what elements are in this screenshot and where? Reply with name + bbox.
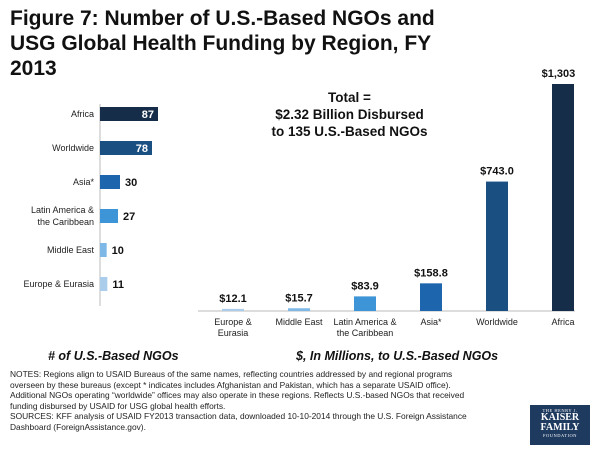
funding-bar-chart: $12.1 Europe & Eurasia $15.7 Middle East $83.… [198, 68, 575, 338]
right-bar-value-label: $1,303.2 [542, 68, 575, 80]
right-category-label: Africa [551, 317, 574, 327]
left-bar [100, 107, 158, 121]
right-bar-value-label: $158.8 [414, 267, 448, 279]
right-category-label: Latin America & the Caribbean [333, 317, 396, 338]
left-bar [100, 141, 152, 155]
left-category-label: Worldwide [52, 143, 94, 153]
total-line-1: Total = [328, 90, 371, 105]
left-bar-value-label: 10 [112, 245, 124, 257]
right-bar [420, 283, 442, 311]
right-category-label: Europe & Eurasia [214, 317, 252, 338]
sources-text: SOURCES: KFF analysis of USAID FY2013 tr… [10, 411, 467, 432]
left-category-label: Asia* [73, 177, 95, 187]
right-chart-caption: $, In Millions, to U.S.-Based NGOs [296, 349, 499, 363]
right-category-label: Asia* [420, 317, 442, 327]
right-bar [222, 308, 244, 311]
left-bar-value-label: 87 [142, 109, 154, 121]
right-bar-value-label: $743.0 [480, 166, 514, 178]
left-category-label: Europe & Eurasia [23, 279, 94, 289]
notes-section: NOTES: Regions align to USAID Bureaus of… [10, 369, 480, 432]
left-chart-caption: # of U.S.-Based NGOs [48, 349, 179, 363]
right-bar [354, 296, 376, 311]
left-bar-value-label: 11 [112, 279, 124, 291]
right-bar-value-label: $12.1 [219, 293, 247, 305]
left-bar-value-label: 78 [136, 143, 148, 155]
right-bar [552, 84, 574, 311]
ngo-count-bar-chart: Africa 87 Worldwide 78 Asia* 30 Latin America … [23, 104, 158, 306]
logo-line-3: FAMILY [540, 422, 580, 433]
logo-line-2: KAISER [540, 412, 580, 423]
notes-text: NOTES: Regions align to USAID Bureaus of… [10, 369, 465, 411]
left-bar [100, 209, 118, 223]
chart-title: Figure 7: Number of U.S.-Based NGOs and … [10, 7, 435, 80]
right-category-label: Worldwide [476, 317, 518, 327]
right-bar-value-label: $83.9 [351, 280, 379, 292]
left-category-label: Latin America & the Caribbean [31, 205, 94, 227]
left-category-label: Middle East [47, 245, 95, 255]
left-bar [100, 243, 107, 257]
total-line-3: to 135 U.S.-Based NGOs [271, 124, 428, 139]
left-bar [100, 175, 120, 189]
right-category-label: Middle East [275, 317, 323, 327]
left-bar [100, 277, 108, 291]
logo-line-1: THE HENRY J. [542, 408, 578, 413]
left-bar-value-label: 30 [125, 177, 137, 189]
left-bar-value-label: 27 [123, 211, 135, 223]
right-bar [288, 308, 310, 311]
total-annotation: Total = $2.32 Billion Disbursed to 135 U… [252, 89, 447, 140]
logo-line-4: FOUNDATION [543, 433, 577, 438]
left-category-label: Africa [71, 109, 94, 119]
kff-logo: THE HENRY J. KAISER FAMILY FOUNDATION [530, 405, 590, 445]
right-bar [486, 181, 508, 311]
total-line-2: $2.32 Billion Disbursed [275, 107, 424, 122]
right-bar-value-label: $15.7 [285, 292, 313, 304]
